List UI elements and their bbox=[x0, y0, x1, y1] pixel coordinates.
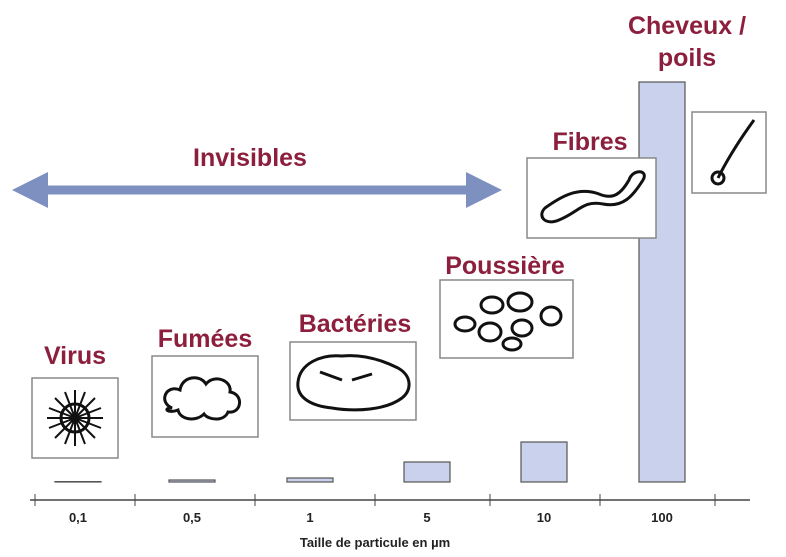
x-tick-label: 100 bbox=[651, 510, 673, 525]
category-label: Virus bbox=[20, 340, 130, 372]
x-axis-title: Taille de particule en µm bbox=[300, 535, 450, 550]
category-label: Fumées bbox=[140, 323, 270, 355]
x-tick-label: 1 bbox=[306, 510, 313, 525]
category-label: Poussière bbox=[425, 250, 585, 282]
x-tick-label: 0,5 bbox=[183, 510, 201, 525]
category-label: Cheveux / poils bbox=[612, 10, 762, 74]
arrow bbox=[12, 172, 502, 208]
category-label: Fibres bbox=[520, 126, 660, 158]
page: 0,10,51510100 Taille de particule en µm … bbox=[0, 0, 786, 557]
chart: 0,1 0,5 1 5 10 100 Taille de particule en µm bbox=[0, 0, 786, 557]
arrow-label: Invisibles bbox=[150, 142, 350, 174]
bar bbox=[404, 462, 450, 482]
bar bbox=[169, 480, 215, 482]
x-tick-label: 5 bbox=[423, 510, 430, 525]
x-tick-label: 0,1 bbox=[69, 510, 87, 525]
bar bbox=[521, 442, 567, 482]
bar bbox=[287, 478, 333, 482]
x-tick-label: 10 bbox=[537, 510, 551, 525]
category-label: Bactéries bbox=[280, 308, 430, 340]
